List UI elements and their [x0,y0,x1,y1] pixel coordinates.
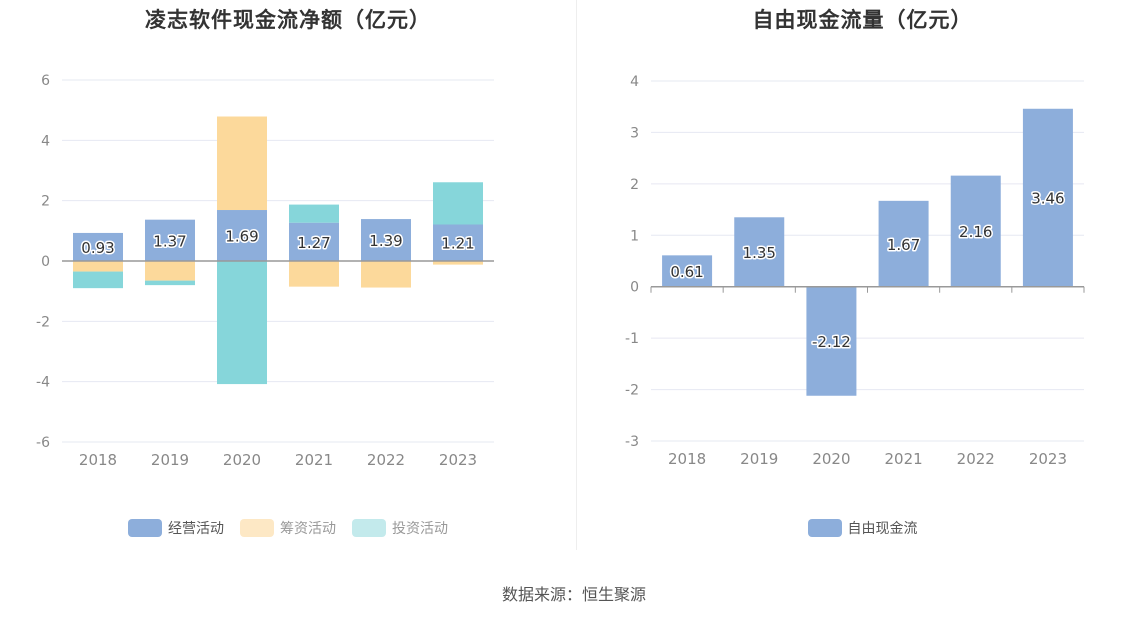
cashflow-net-chart: -6 -4 -2 0 2 4 6 2018 2019 2020 2021 2022 2023 0.93 1.… [36,73,494,469]
y-tick-label: -1 [625,331,639,347]
bar-2020-s1 [217,116,267,211]
data-label: 2.16 [959,223,992,241]
bar-2020-s0 [217,210,267,261]
legend-swatch [807,519,842,537]
y-tick-label: 4 [41,133,50,149]
data-label: 1.37 [153,232,186,250]
x-tick-label: 2020 [223,451,261,469]
x-tick-label: 2019 [740,450,778,468]
data-label: 1.39 [369,232,402,250]
data-label: 3.46 [1031,190,1064,208]
bar-2018-s0 [662,255,713,287]
legend-label: 筹资活动 [280,521,336,537]
bar-2019-s0 [734,217,785,287]
legend-swatch [128,519,162,537]
bar-2020-s2 [217,261,267,385]
bar-2021-s0 [878,200,929,287]
y-tick-label: -2 [36,314,50,330]
bar-2023-s2 [433,182,483,225]
y-tick-label: 2 [630,177,639,193]
x-tick-label: 2023 [439,451,477,469]
legend: 经营活动 筹资活动 投资活动 [0,518,576,538]
data-source: 数据来源：恒生聚源 [501,585,646,604]
bar-2018-s2 [73,271,123,289]
legend-label: 经营活动 [168,521,224,537]
data-label: 1.67 [887,236,920,254]
x-tick-label: 2022 [367,451,405,469]
legend-swatch [352,519,386,537]
chart-title: 凌志软件现金流净额（亿元） [145,8,431,32]
bar-2018-s1 [73,261,123,272]
x-tick-label: 2019 [151,451,189,469]
data-label: 1.69 [225,228,258,246]
bar-2020-s0 [806,286,857,396]
x-tick-label: 2018 [668,450,706,468]
y-tick-label: -2 [625,383,639,399]
bar-2023-s0 [1022,108,1073,287]
legend-item-free-cashflow[interactable]: 自由现金流 [807,518,918,538]
bar-2021-s0 [289,222,339,261]
legend-item-financing[interactable]: 筹资活动 [240,518,336,538]
y-tick-label: 0 [630,280,639,296]
y-tick-label: 3 [630,125,639,141]
legend-item-investing[interactable]: 投资活动 [352,518,448,538]
free-cashflow-chart: -3 -2 -1 0 1 2 3 4 2018 2019 2020 2021 2022 2023 0.61 1… [625,74,1085,468]
bar-2019-s0 [145,219,195,261]
bar-2021-s1 [289,261,339,287]
data-label: 1.35 [743,244,776,262]
legend: 自由现金流 [577,518,1148,538]
free-cashflow-chart-panel: 自由现金流量（亿元） -3 -2 -1 0 1 2 3 4 2018 2019 2020 2021 20… [577,0,1148,560]
bar-2022-s0 [950,175,1001,287]
data-label: 0.93 [81,239,114,257]
data-label: -2.12 [812,333,851,351]
y-tick-label: 1 [630,228,639,244]
bar-2023-s0 [433,224,483,261]
bar-2021-s2 [289,204,339,223]
x-tick-label: 2023 [1029,450,1067,468]
panel-divider [576,0,577,550]
legend-label: 自由现金流 [847,521,918,537]
bar-2019-s1 [145,261,195,281]
legend-swatch [240,519,274,537]
x-tick-label: 2022 [957,450,995,468]
bar-2022-s1 [361,261,411,288]
bar-2022-s0 [361,219,411,261]
legend-label: 投资活动 [392,521,448,537]
x-tick-label: 2021 [884,450,922,468]
bar-2018-s0 [73,232,123,261]
y-tick-label: -4 [36,375,50,391]
y-tick-label: 0 [41,254,50,270]
y-tick-label: -6 [36,435,50,451]
data-label: 1.27 [297,234,330,252]
cashflow-net-chart-panel: 凌志软件现金流净额（亿元） -6 -4 -2 0 2 4 6 2018 2019 2020 2021… [0,0,576,560]
y-tick-label: -3 [625,434,639,450]
data-label: 1.21 [441,235,474,253]
y-tick-label: 4 [630,74,639,90]
x-tick-label: 2018 [79,451,117,469]
data-label: 0.61 [670,263,703,281]
y-tick-label: 2 [41,194,50,210]
x-tick-label: 2020 [812,450,850,468]
chart-title: 自由现金流量（亿元） [752,8,973,32]
x-tick-label: 2021 [295,451,333,469]
y-tick-label: 6 [41,73,50,89]
legend-item-operating[interactable]: 经营活动 [128,518,224,538]
bar-2019-s2 [145,280,195,286]
bar-2023-s1 [433,261,483,265]
